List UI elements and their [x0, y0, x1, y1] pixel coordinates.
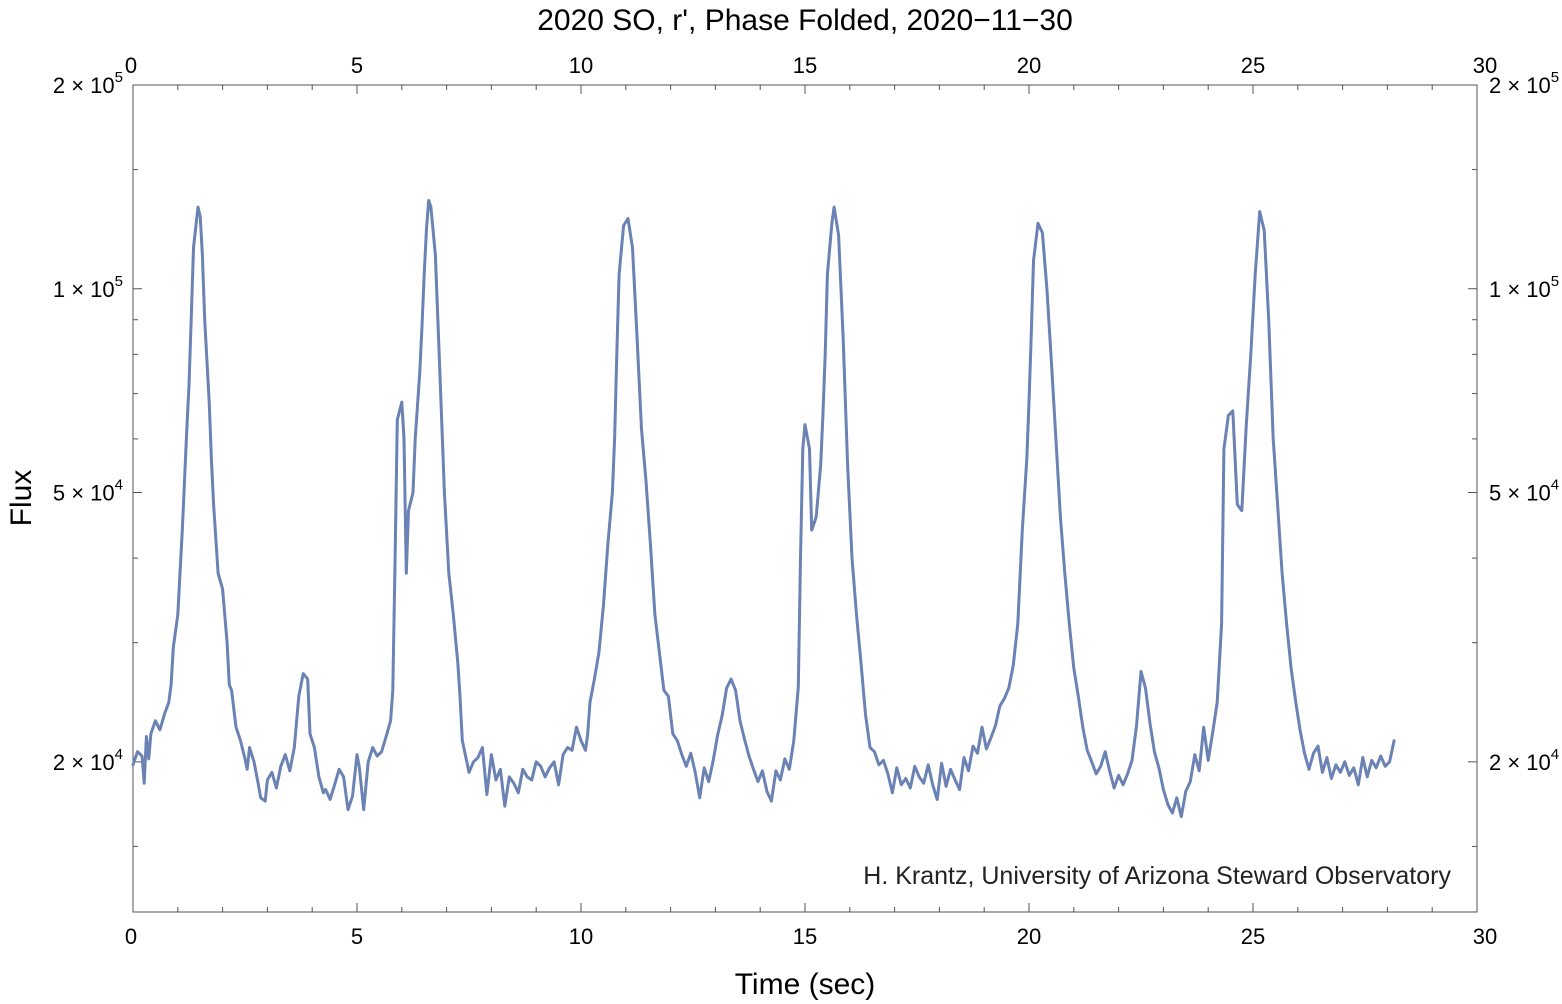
x-tick-label-bottom: 0: [125, 924, 137, 949]
y-tick-label-left: 2 × 105: [53, 69, 123, 98]
x-tick-label-top: 25: [1241, 53, 1265, 78]
x-tick-label-top: 10: [569, 53, 593, 78]
y-tick-label-right: 2 × 104: [1489, 746, 1559, 775]
tick-labels: 0 0 5 5 10 10 15 15 20 20 25 25 30 30 2 × 104 2 × 104 5 …: [53, 53, 1559, 949]
y-tick-label-right: 1 × 105: [1489, 273, 1559, 302]
series-line-0: [131, 199, 1396, 819]
x-tick-label-bottom: 10: [569, 924, 593, 949]
x-axis-title: Time (sec): [735, 968, 876, 1001]
x-tick-label-top: 0: [125, 53, 137, 78]
y-tick-label-right: 5 × 104: [1489, 477, 1559, 506]
tick-marks: [132, 84, 1478, 912]
y-tick-label-right: 2 × 105: [1489, 69, 1559, 98]
plot-frame: [132, 84, 1478, 913]
x-tick-label-top: 5: [351, 53, 363, 78]
y-tick-label-left: 2 × 104: [53, 746, 123, 775]
x-tick-label-bottom: 20: [1017, 924, 1041, 949]
x-tick-label-top: 30: [1473, 53, 1497, 78]
y-tick-label-left: 1 × 105: [53, 273, 123, 302]
x-tick-label-bottom: 30: [1473, 924, 1497, 949]
x-tick-label-bottom: 15: [793, 924, 817, 949]
y-tick-label-left: 5 × 104: [53, 477, 123, 506]
y-axis-title: Flux: [5, 470, 38, 527]
x-tick-label-top: 20: [1017, 53, 1041, 78]
x-tick-label-top: 15: [793, 53, 817, 78]
credit-annotation: H. Krantz, University of Arizona Steward…: [863, 862, 1451, 890]
chart-title: 2020 SO, r', Phase Folded, 2020−11−30: [537, 4, 1073, 37]
x-tick-label-bottom: 25: [1241, 924, 1265, 949]
series-layer: [131, 199, 1396, 819]
x-tick-label-bottom: 5: [351, 924, 363, 949]
